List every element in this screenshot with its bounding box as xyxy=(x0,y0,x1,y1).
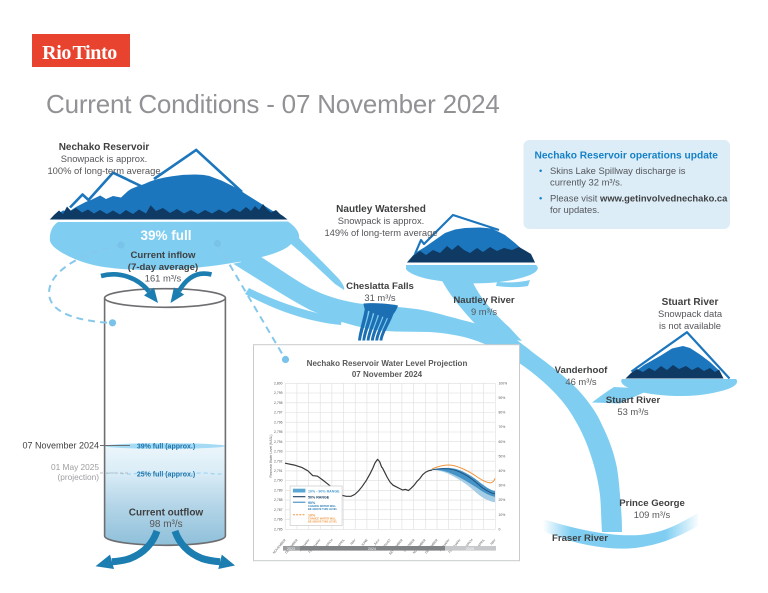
svg-text:2,785: 2,785 xyxy=(274,527,283,531)
svg-text:2,787: 2,787 xyxy=(274,508,283,512)
svg-text:Stuart River: Stuart River xyxy=(606,395,661,406)
svg-text:07 November 2024: 07 November 2024 xyxy=(352,370,423,379)
svg-text:for updates.: for updates. xyxy=(550,204,600,215)
svg-text:100% of long-term average: 100% of long-term average xyxy=(47,165,160,176)
svg-text:Nautley Watershed: Nautley Watershed xyxy=(336,204,426,215)
svg-text:2,792: 2,792 xyxy=(274,459,283,463)
svg-text:98 m³/s: 98 m³/s xyxy=(149,519,182,530)
svg-text:JULY: JULY xyxy=(373,537,381,546)
svg-text:MAY: MAY xyxy=(489,537,497,545)
svg-text:161 m³/s: 161 m³/s xyxy=(145,273,182,284)
svg-text:(7-day average): (7-day average) xyxy=(128,262,198,273)
svg-text:Current outflow: Current outflow xyxy=(129,508,204,519)
svg-text:2,789: 2,789 xyxy=(274,489,283,493)
svg-text:39% full (approx.): 39% full (approx.) xyxy=(137,444,195,451)
svg-text:Fraser River: Fraser River xyxy=(552,533,608,544)
svg-text:07 November 2024: 07 November 2024 xyxy=(22,441,99,451)
svg-text:Snowpack is approx.: Snowpack is approx. xyxy=(61,153,148,164)
svg-text:100%: 100% xyxy=(499,381,508,385)
svg-text:Stuart River: Stuart River xyxy=(662,297,719,308)
svg-text:50%: 50% xyxy=(499,454,506,458)
svg-text:RioTinto: RioTinto xyxy=(42,42,117,64)
svg-text:Current inflow: Current inflow xyxy=(130,250,196,261)
svg-text:2,799: 2,799 xyxy=(274,391,283,395)
svg-text:90%: 90% xyxy=(308,501,316,505)
svg-text:Snowpack data: Snowpack data xyxy=(658,308,723,319)
svg-text:Nechako Reservoir operations u: Nechako Reservoir operations update xyxy=(535,151,719,162)
svg-text:2,794: 2,794 xyxy=(274,440,283,444)
svg-text:Prince George: Prince George xyxy=(619,498,685,509)
svg-text:50% RANGE: 50% RANGE xyxy=(308,495,330,499)
svg-text:MARCH: MARCH xyxy=(463,538,474,550)
svg-text:(projection): (projection) xyxy=(57,472,99,482)
svg-text:80%: 80% xyxy=(499,411,506,415)
svg-text:90%: 90% xyxy=(499,396,506,400)
svg-text:Nautley River: Nautley River xyxy=(453,295,515,306)
svg-text:109 m³/s: 109 m³/s xyxy=(634,509,671,520)
svg-text:Nechako Reservoir Water Level: Nechako Reservoir Water Level Projection xyxy=(307,359,468,368)
svg-text:10%: 10% xyxy=(308,513,316,517)
svg-text:BE ABOVE THIS LEVEL: BE ABOVE THIS LEVEL xyxy=(308,507,338,511)
svg-text:10%: 10% xyxy=(499,513,506,517)
svg-text:39% full: 39% full xyxy=(140,228,191,243)
svg-text:is not available: is not available xyxy=(659,320,721,331)
svg-text:25% full (approx.): 25% full (approx.) xyxy=(137,472,195,479)
svg-text:2,786: 2,786 xyxy=(274,518,283,522)
svg-text:2,791: 2,791 xyxy=(274,469,283,473)
svg-text:MARCH: MARCH xyxy=(323,538,334,550)
svg-text:currently 32 m³/s.: currently 32 m³/s. xyxy=(550,177,622,188)
svg-text:BE ABOVE THIS LEVEL: BE ABOVE THIS LEVEL xyxy=(308,519,338,523)
svg-text:Reservoir Water Level (ft ASL): Reservoir Water Level (ft ASL) xyxy=(269,435,273,478)
svg-text:2,788: 2,788 xyxy=(274,498,283,502)
svg-text:Skins Lake Spillway discharge: Skins Lake Spillway discharge is xyxy=(550,165,686,176)
svg-text:53 m³/s: 53 m³/s xyxy=(617,406,649,417)
svg-text:2,800: 2,800 xyxy=(274,381,283,385)
svg-text:2,790: 2,790 xyxy=(274,479,283,483)
svg-text:Vanderhoof: Vanderhoof xyxy=(555,365,609,376)
svg-text:70%: 70% xyxy=(499,425,506,429)
svg-text:0: 0 xyxy=(499,527,501,531)
svg-text:20%: 20% xyxy=(499,498,506,502)
svg-text:Please visit www.getinvolvedne: Please visit www.getinvolvednechako.ca xyxy=(550,193,728,204)
svg-text:CHANCE WATER WILL: CHANCE WATER WILL xyxy=(308,517,336,521)
svg-text:2,795: 2,795 xyxy=(274,430,283,434)
svg-text:31 m³/s: 31 m³/s xyxy=(364,292,396,303)
svg-text:2024: 2024 xyxy=(368,547,376,551)
svg-text:Snowpack is approx.: Snowpack is approx. xyxy=(338,215,425,226)
svg-text:2023: 2023 xyxy=(287,547,295,551)
svg-text:AUGUST: AUGUST xyxy=(380,538,392,551)
svg-text:•: • xyxy=(539,193,542,204)
svg-text:JUNE: JUNE xyxy=(360,538,368,547)
svg-text:2,796: 2,796 xyxy=(274,420,283,424)
svg-text:CHANCE WATER WILL: CHANCE WATER WILL xyxy=(308,504,336,508)
svg-text:APRIL: APRIL xyxy=(337,538,346,548)
svg-text:40%: 40% xyxy=(499,469,506,473)
svg-text:•: • xyxy=(539,165,542,176)
svg-text:2025: 2025 xyxy=(466,547,474,551)
svg-text:60%: 60% xyxy=(499,440,506,444)
svg-text:2,797: 2,797 xyxy=(274,411,283,415)
svg-text:30%: 30% xyxy=(499,484,506,488)
svg-text:9 m³/s: 9 m³/s xyxy=(471,306,497,317)
svg-text:149% of long-term average: 149% of long-term average xyxy=(324,227,437,238)
svg-text:2,793: 2,793 xyxy=(274,450,283,454)
svg-text:Cheslatta Falls: Cheslatta Falls xyxy=(346,281,414,292)
svg-text:APRIL: APRIL xyxy=(477,538,486,548)
svg-text:10% - 90% RANGE: 10% - 90% RANGE xyxy=(308,489,340,493)
svg-text:Current Conditions - 07 Novemb: Current Conditions - 07 November 2024 xyxy=(46,89,500,119)
svg-text:Nechako Reservoir: Nechako Reservoir xyxy=(59,142,150,153)
svg-text:46 m³/s: 46 m³/s xyxy=(565,376,597,387)
svg-text:2,798: 2,798 xyxy=(274,401,283,405)
svg-text:01 May 2025: 01 May 2025 xyxy=(51,462,99,472)
svg-text:MAY: MAY xyxy=(349,537,357,545)
